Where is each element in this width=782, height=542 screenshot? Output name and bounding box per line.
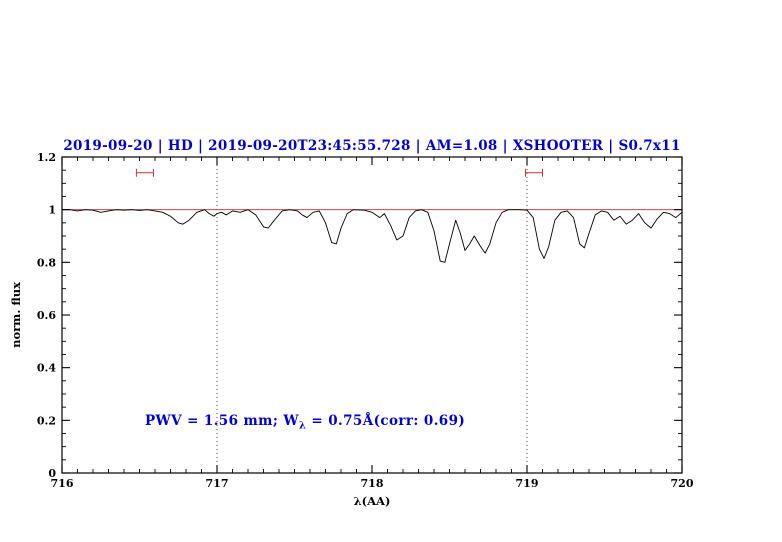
x-tick-label: 720 xyxy=(671,477,694,490)
y-tick-label: 0.8 xyxy=(37,256,56,269)
plot-frame xyxy=(61,156,683,474)
y-tick-label: 1 xyxy=(48,204,56,217)
spectrum-line xyxy=(62,209,683,263)
pwv-annotation-text2: = 0.75Å(corr: 0.69) xyxy=(306,413,466,429)
tick-label-group: 716 717 718 719 720 0 0.2 0.4 0.6 0.8 1 1.2 xyxy=(37,151,694,490)
spectrum-line-group xyxy=(62,209,683,263)
x-axis-label: λ(AA) xyxy=(354,494,391,508)
region-marker-group xyxy=(135,168,543,177)
pwv-annotation: PWV = 1.56 mm; Wλ = 0.75Å(corr: 0.69) xyxy=(145,413,465,432)
x-tick-label: 719 xyxy=(516,477,539,490)
lambda-subscript: λ xyxy=(298,420,307,432)
plot-title: 2019-09-20 | HD | 2019-09-20T23:45:55.72… xyxy=(63,138,681,154)
y-tick-label: 0.6 xyxy=(37,309,56,322)
y-tick-label: 0.4 xyxy=(37,362,56,375)
y-axis-label: norm. flux xyxy=(9,282,23,348)
y-tick-label: 0.2 xyxy=(37,414,56,427)
x-tick-label: 716 xyxy=(51,477,74,490)
pwv-annotation-text: PWV = 1.56 mm; W xyxy=(145,413,299,429)
y-tick-label: 1.2 xyxy=(37,151,56,164)
x-tick-label: 718 xyxy=(361,477,384,490)
y-tick-label: 0 xyxy=(48,467,56,480)
x-tick-label: 717 xyxy=(206,477,229,490)
